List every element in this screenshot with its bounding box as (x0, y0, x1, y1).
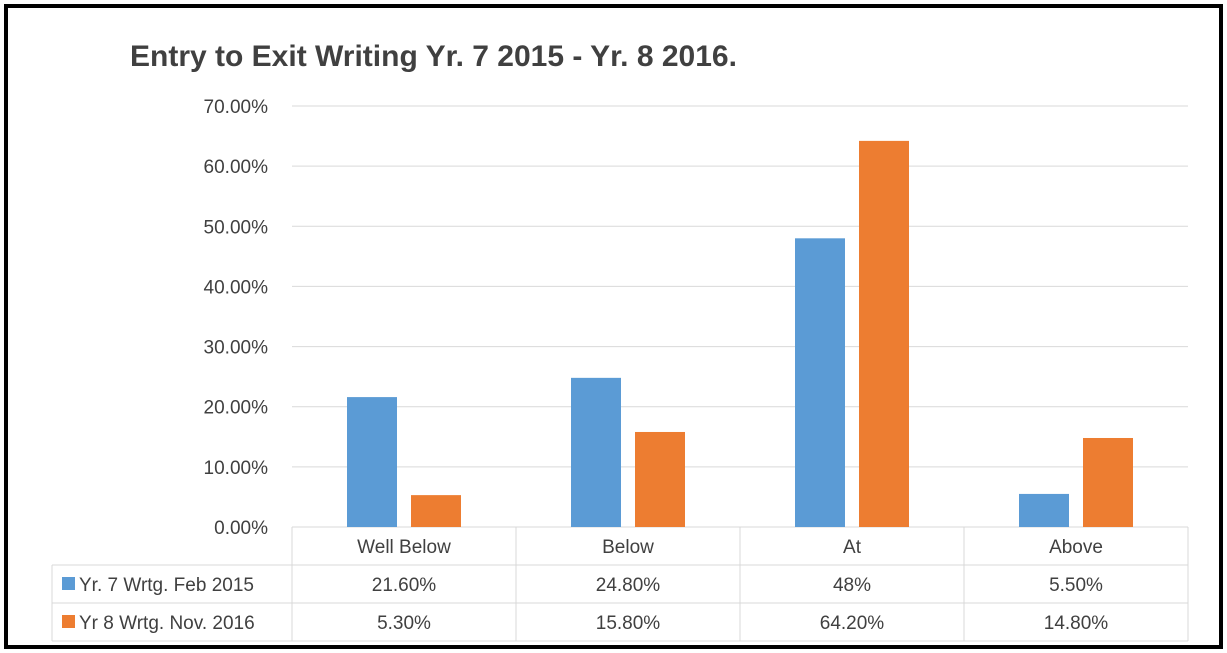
y-tick-label: 0.00% (214, 518, 268, 539)
legend-label: Yr 8 Wrtg. Nov. 2016 (79, 613, 255, 634)
data-table-value: 14.80% (1044, 613, 1109, 634)
bar-series1 (347, 397, 397, 527)
data-table-value: 24.80% (596, 575, 661, 596)
y-tick-label: 50.00% (204, 217, 269, 238)
chart-title: Entry to Exit Writing Yr. 7 2015 - Yr. 8… (130, 40, 737, 73)
x-category-label: Above (1049, 537, 1103, 558)
legend-label: Yr. 7 Wrtg. Feb 2015 (79, 575, 254, 596)
bar-series2 (411, 495, 461, 527)
data-table-value: 15.80% (596, 613, 661, 634)
data-table-value: 64.20% (820, 613, 885, 634)
legend-swatch (62, 615, 75, 628)
bar-series1 (571, 377, 621, 527)
bar-series2 (635, 431, 685, 527)
chart-frame (4, 4, 1223, 649)
bar-series1 (1019, 493, 1069, 527)
x-category-label: At (843, 537, 862, 558)
legend-swatch (62, 577, 75, 590)
x-category-label: Below (602, 537, 654, 558)
y-tick-label: 70.00% (204, 97, 269, 118)
data-table-value: 48% (833, 575, 871, 596)
y-tick-label: 10.00% (204, 458, 269, 479)
x-category-label: Well Below (357, 537, 451, 558)
bar-series2 (859, 140, 909, 527)
y-tick-label: 60.00% (204, 157, 269, 178)
data-table-value: 5.50% (1049, 575, 1103, 596)
bar-series2 (1083, 437, 1133, 527)
bar-series1 (795, 238, 845, 528)
y-tick-label: 30.00% (204, 338, 269, 359)
y-tick-label: 20.00% (204, 398, 269, 419)
data-table-value: 21.60% (372, 575, 437, 596)
data-table-value: 5.30% (377, 613, 431, 634)
y-tick-label: 40.00% (204, 277, 269, 298)
